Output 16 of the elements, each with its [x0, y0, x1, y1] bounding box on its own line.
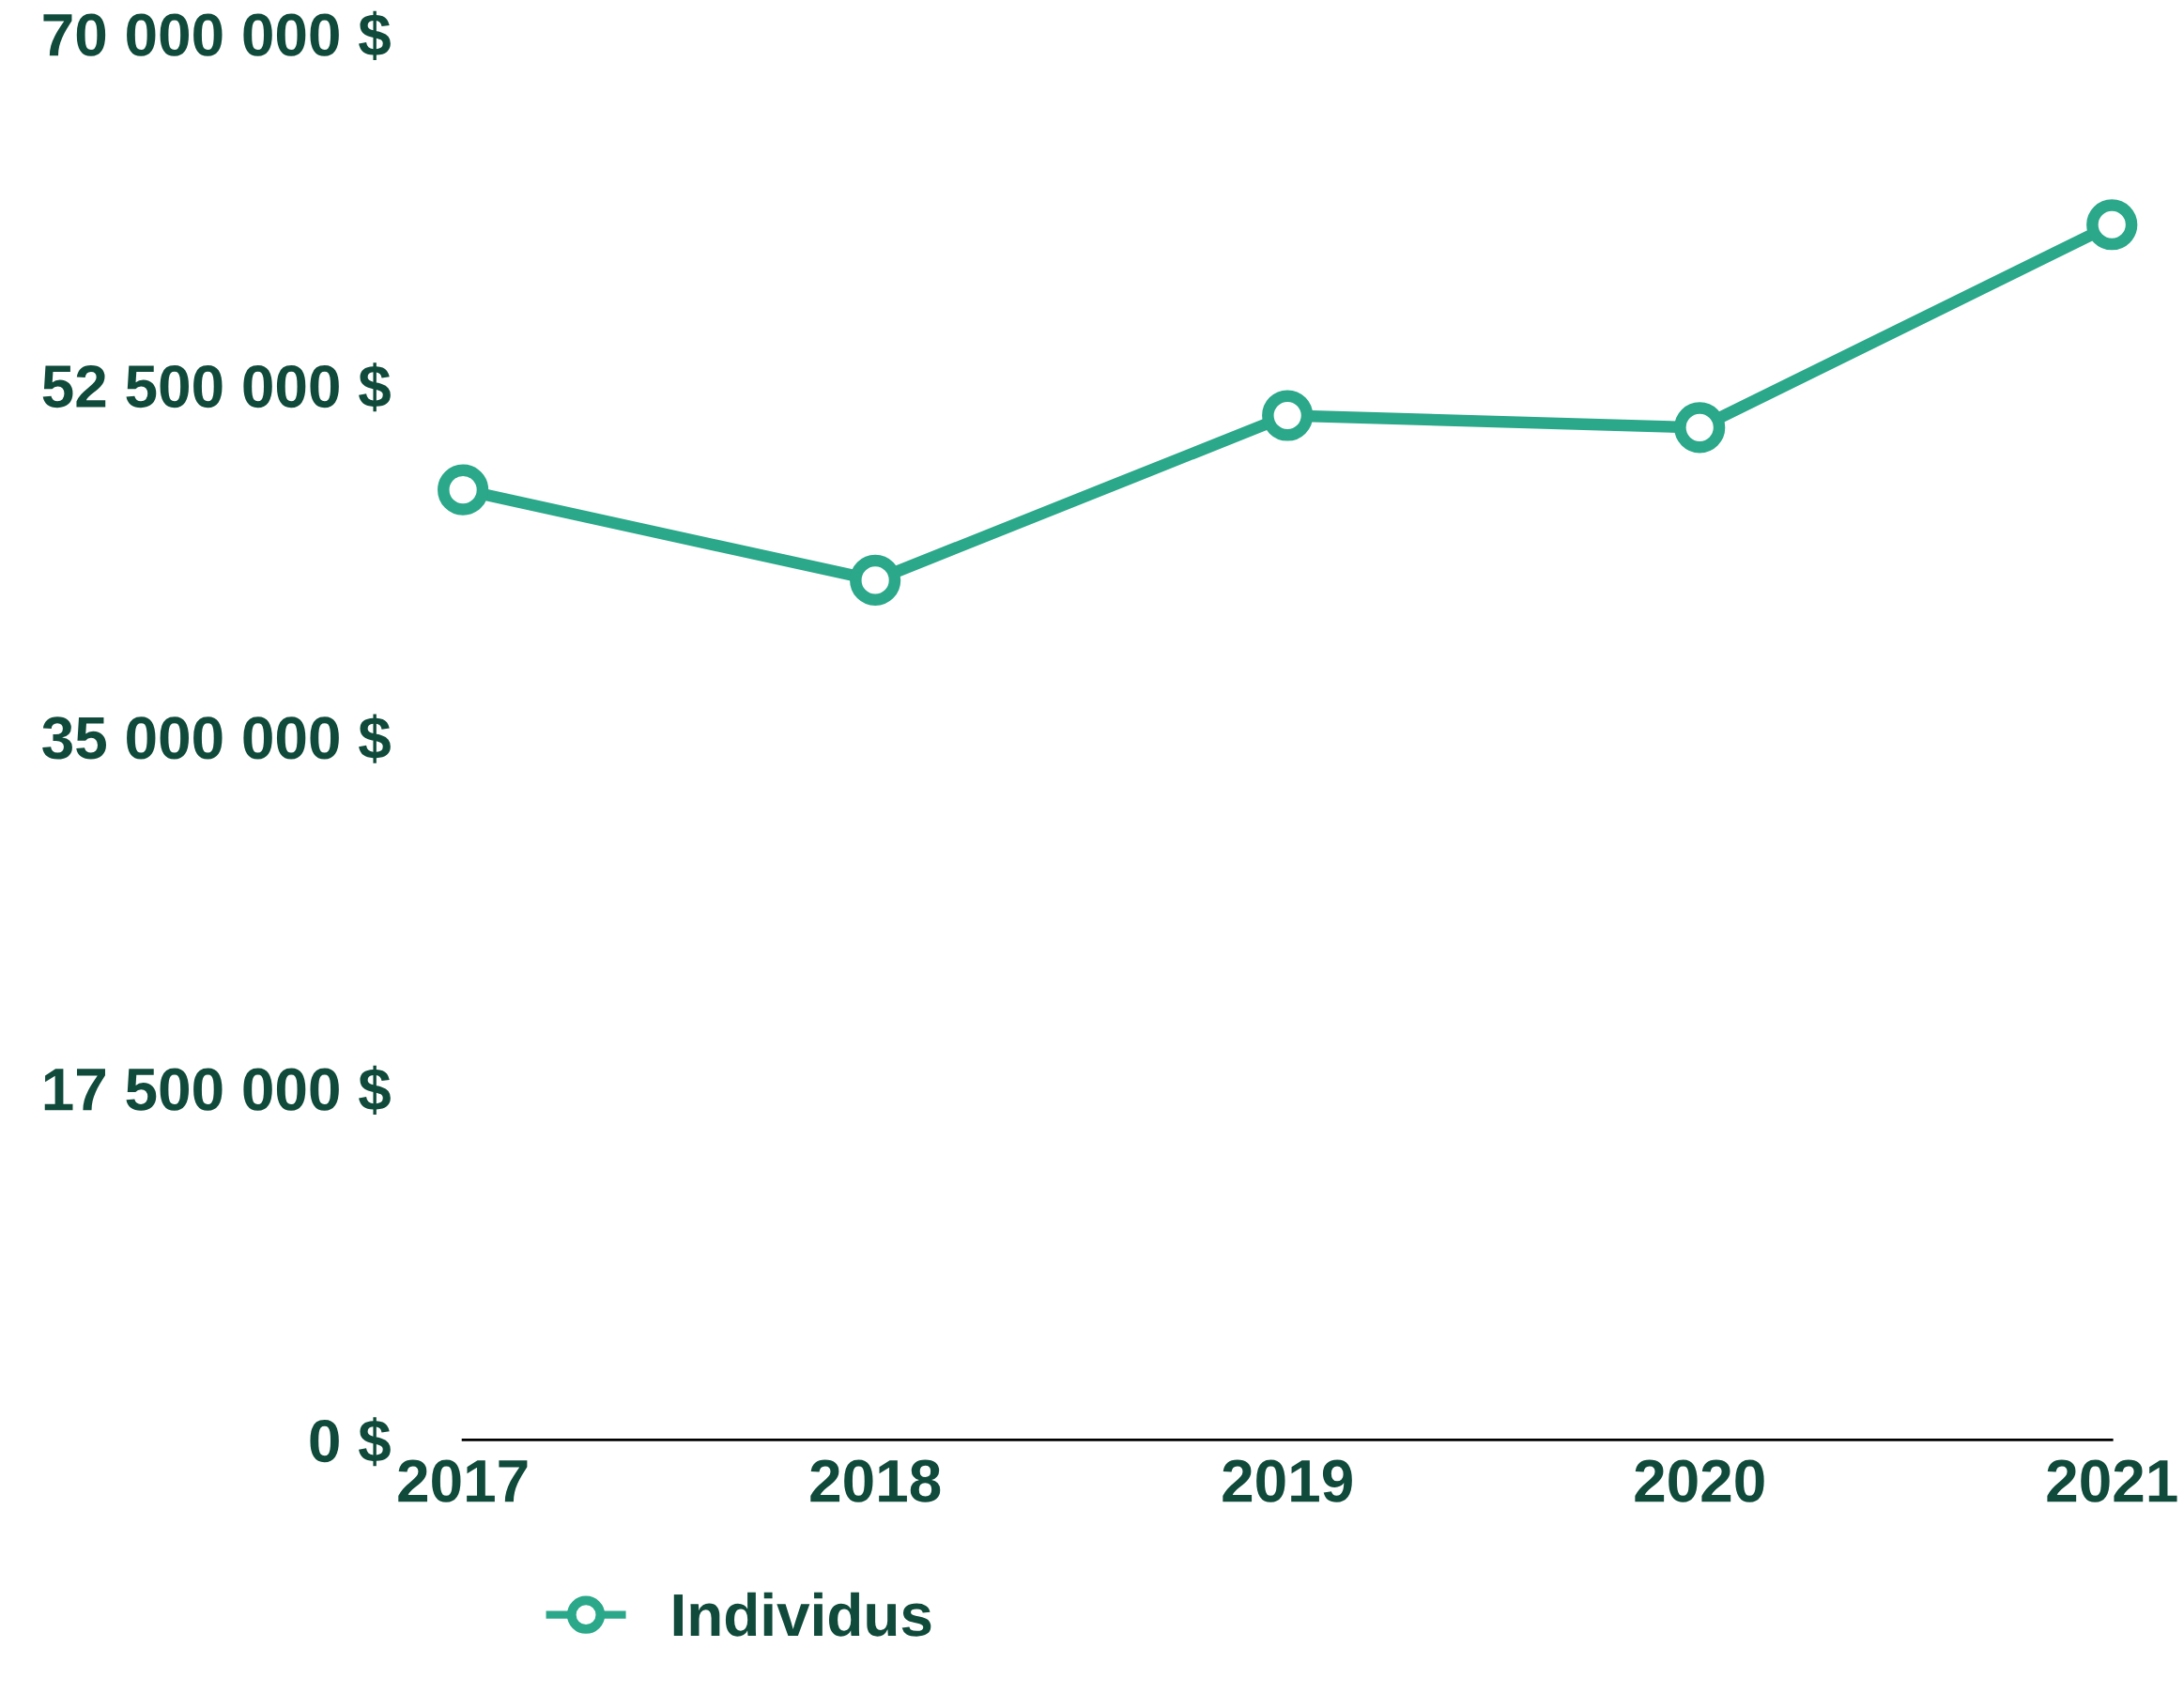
x-tick-label: 2019 [1223, 1459, 1352, 1502]
y-tick-label: 35 000 000 $ [42, 714, 391, 763]
point [850, 554, 901, 606]
y-tick-label: 17 500 000 $ [44, 1065, 391, 1115]
point [2086, 199, 2138, 251]
point [1674, 402, 1726, 454]
y-tick-label: 0 $ [310, 1417, 391, 1467]
x-tick-label: 2017 [398, 1459, 528, 1502]
x-tick-label: 2020 [1635, 1459, 1764, 1502]
y-tick-label: 52 500 000 $ [42, 362, 391, 412]
x-tick-label: 2018 [810, 1459, 941, 1502]
x-tick-label: 2021 [2047, 1459, 2177, 1502]
point [1262, 390, 1314, 441]
legend-label: Individus [673, 1592, 931, 1637]
point [438, 464, 489, 516]
y-tick-label: 70 000 000 $ [43, 10, 391, 60]
